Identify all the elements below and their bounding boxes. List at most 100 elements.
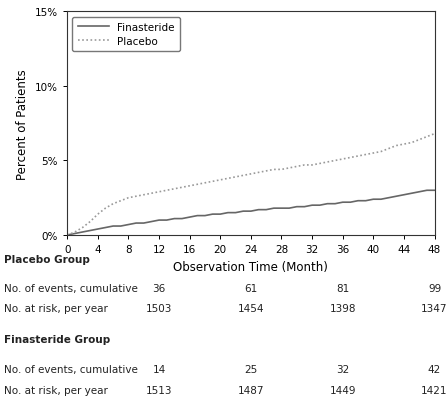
Text: 81: 81 — [336, 283, 349, 293]
Placebo — [187, 184, 192, 189]
Text: 1347: 1347 — [421, 304, 448, 313]
Placebo — [156, 190, 162, 195]
Finasteride — [332, 202, 338, 206]
Finasteride — [317, 203, 323, 208]
Placebo — [256, 171, 261, 176]
Placebo — [279, 168, 284, 173]
Finasteride — [386, 196, 392, 201]
Placebo — [378, 150, 383, 154]
Placebo — [263, 169, 269, 174]
Placebo — [87, 220, 93, 225]
Text: No. at risk, per year: No. at risk, per year — [4, 385, 108, 395]
Finasteride — [363, 199, 368, 204]
Finasteride — [233, 211, 238, 216]
Text: 1454: 1454 — [237, 304, 264, 313]
Placebo — [225, 176, 231, 181]
Placebo — [355, 154, 361, 159]
Text: 99: 99 — [428, 283, 441, 293]
Finasteride — [141, 221, 146, 226]
Finasteride — [134, 221, 139, 226]
Placebo — [65, 233, 70, 238]
Placebo — [401, 142, 407, 147]
Text: 1398: 1398 — [329, 304, 356, 313]
Finasteride — [80, 230, 85, 235]
Placebo — [302, 163, 307, 168]
X-axis label: Observation Time (Month): Observation Time (Month) — [173, 260, 328, 273]
Finasteride — [118, 224, 124, 229]
Placebo — [363, 153, 368, 158]
Placebo — [241, 173, 246, 178]
Finasteride — [218, 212, 223, 217]
Finasteride — [340, 200, 345, 205]
Placebo — [409, 141, 414, 146]
Text: 14: 14 — [152, 364, 166, 374]
Finasteride — [248, 209, 254, 214]
Text: 1487: 1487 — [237, 385, 264, 395]
Finasteride — [72, 231, 78, 236]
Placebo — [325, 160, 330, 165]
Text: No. at risk, per year: No. at risk, per year — [4, 304, 108, 313]
Placebo — [110, 202, 116, 206]
Text: 1449: 1449 — [329, 385, 356, 395]
Placebo — [233, 175, 238, 180]
Finasteride — [263, 208, 269, 213]
Finasteride — [187, 215, 192, 220]
Line: Placebo: Placebo — [67, 134, 435, 235]
Finasteride — [355, 199, 361, 204]
Finasteride — [394, 194, 399, 199]
Finasteride — [279, 206, 284, 211]
Placebo — [286, 166, 292, 171]
Placebo — [424, 135, 430, 140]
Finasteride — [225, 211, 231, 216]
Finasteride — [424, 188, 430, 193]
Finasteride — [95, 227, 100, 232]
Finasteride — [378, 197, 383, 202]
Finasteride — [432, 188, 437, 193]
Text: 61: 61 — [244, 283, 258, 293]
Y-axis label: Percent of Patients: Percent of Patients — [17, 69, 30, 179]
Placebo — [432, 132, 437, 137]
Placebo — [210, 179, 215, 184]
Finasteride — [149, 220, 154, 225]
Finasteride — [325, 202, 330, 206]
Placebo — [386, 147, 392, 152]
Text: 1503: 1503 — [146, 304, 172, 313]
Finasteride — [294, 205, 299, 210]
Finasteride — [241, 209, 246, 214]
Finasteride — [256, 208, 261, 213]
Finasteride — [172, 216, 177, 221]
Finasteride — [210, 212, 215, 217]
Finasteride — [103, 225, 108, 230]
Placebo — [348, 156, 353, 161]
Text: 25: 25 — [244, 364, 258, 374]
Finasteride — [202, 214, 208, 218]
Placebo — [194, 183, 200, 188]
Placebo — [417, 138, 422, 143]
Placebo — [164, 188, 169, 193]
Text: 1421: 1421 — [421, 385, 448, 395]
Text: Finasteride Group: Finasteride Group — [4, 335, 111, 344]
Placebo — [118, 199, 124, 204]
Placebo — [134, 194, 139, 199]
Text: 36: 36 — [152, 283, 166, 293]
Placebo — [179, 185, 185, 190]
Text: No. of events, cumulative: No. of events, cumulative — [4, 283, 138, 293]
Finasteride — [194, 214, 200, 218]
Text: 42: 42 — [428, 364, 441, 374]
Finasteride — [126, 223, 131, 228]
Placebo — [310, 163, 315, 168]
Placebo — [394, 144, 399, 149]
Placebo — [218, 178, 223, 183]
Finasteride — [87, 228, 93, 233]
Placebo — [294, 164, 299, 169]
Placebo — [95, 212, 100, 217]
Placebo — [370, 151, 376, 156]
Placebo — [202, 181, 208, 186]
Text: Placebo Group: Placebo Group — [4, 254, 90, 264]
Finasteride — [156, 218, 162, 223]
Placebo — [80, 225, 85, 230]
Legend: Finasteride, Placebo: Finasteride, Placebo — [73, 18, 180, 52]
Placebo — [172, 187, 177, 192]
Placebo — [149, 191, 154, 196]
Finasteride — [65, 233, 70, 238]
